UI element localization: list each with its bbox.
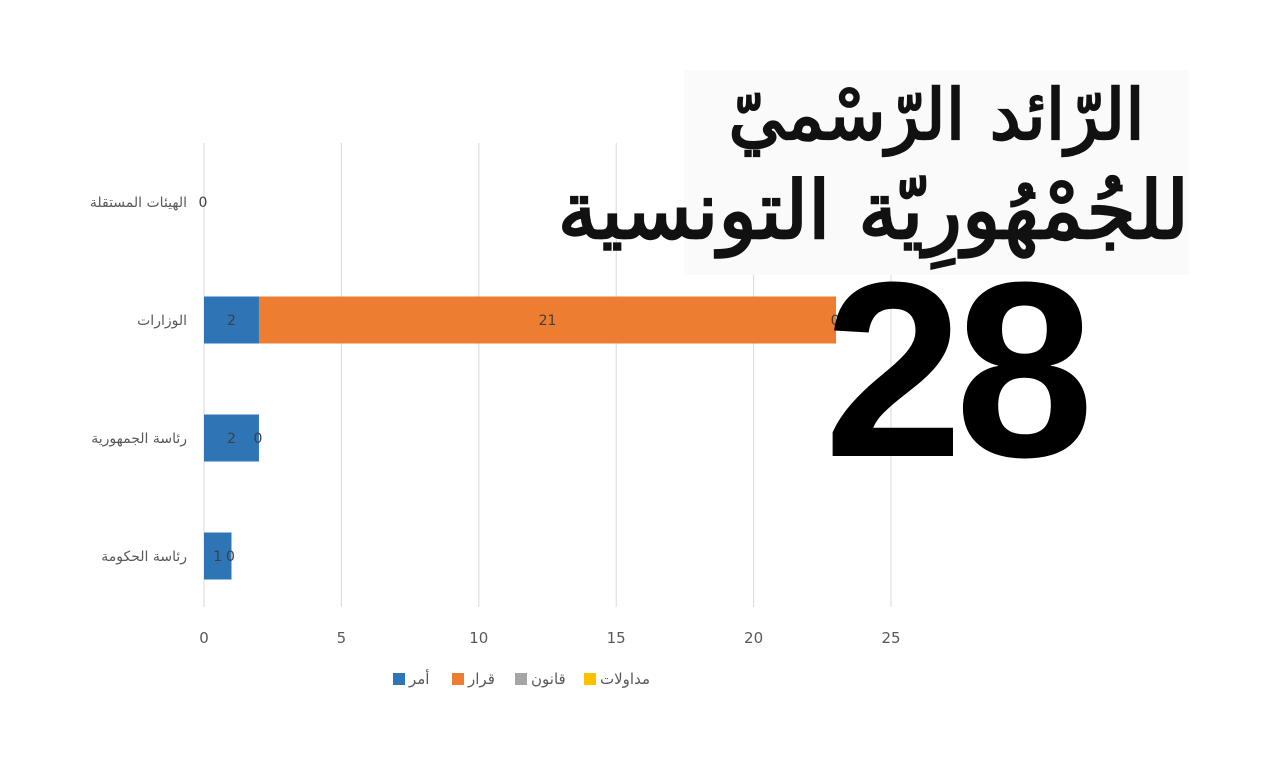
x-tick-label: 20 (744, 629, 763, 647)
issue-number: 28 (823, 230, 1094, 509)
masthead-line-2: للجُمْهُورِيّة التونسية (557, 163, 1189, 257)
data-label: 1 (213, 549, 222, 565)
data-label: 0 (199, 195, 208, 211)
legend-label: أمر (408, 669, 429, 688)
x-tick-label: 15 (607, 629, 626, 647)
data-label: 0 (831, 313, 840, 329)
category-label: رئاسة الحكومة (101, 549, 187, 565)
category-label: الوزارات (137, 313, 187, 329)
x-tick-label: 5 (337, 629, 347, 647)
bar-segment (204, 532, 232, 580)
masthead-line-1: الرّائد الرّسْميّ (728, 73, 1145, 156)
bar-segment (204, 296, 259, 344)
legend-swatch (452, 673, 464, 685)
data-label: 2 (227, 313, 236, 329)
data-label: 21 (539, 313, 557, 329)
category-label: الهيئات المستقلة (90, 195, 187, 211)
bar-segment (204, 414, 259, 462)
x-tick-label: 0 (199, 629, 209, 647)
legend-swatch (515, 673, 527, 685)
official-gazette-masthead: الرّائد الرّسْميّ للجُمْهُورِيّة التونسي… (557, 70, 1189, 275)
category-label: رئاسة الجمهورية (91, 431, 187, 447)
legend-label: قانون (531, 670, 566, 688)
data-label: 2 (227, 431, 236, 447)
legend-label: مداولات (600, 670, 650, 688)
bar-segment (258, 296, 837, 344)
legend-label: قرار (467, 670, 495, 688)
data-label: 0 (226, 549, 235, 565)
x-tick-label: 25 (881, 629, 900, 647)
legend-swatch (584, 673, 596, 685)
x-tick-label: 10 (469, 629, 488, 647)
legend-swatch (393, 673, 405, 685)
data-label: 0 (253, 431, 262, 447)
